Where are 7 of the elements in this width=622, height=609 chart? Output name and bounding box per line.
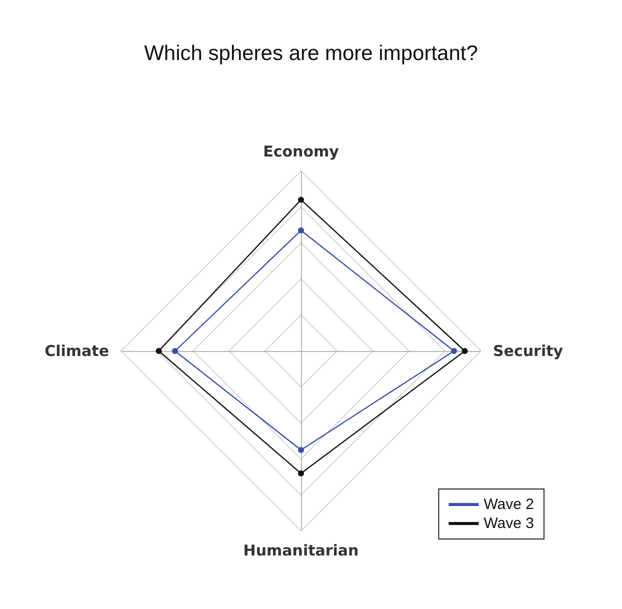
chart-title: Which spheres are more important? [144, 42, 478, 65]
spoke-label: Humanitarian [243, 542, 359, 560]
spoke-label: Climate [44, 342, 109, 360]
spoke-label: Security [493, 342, 564, 360]
spoke-label: Economy [263, 142, 340, 160]
legend-label: Wave 2 [484, 496, 534, 513]
legend-label: Wave 3 [484, 515, 534, 532]
